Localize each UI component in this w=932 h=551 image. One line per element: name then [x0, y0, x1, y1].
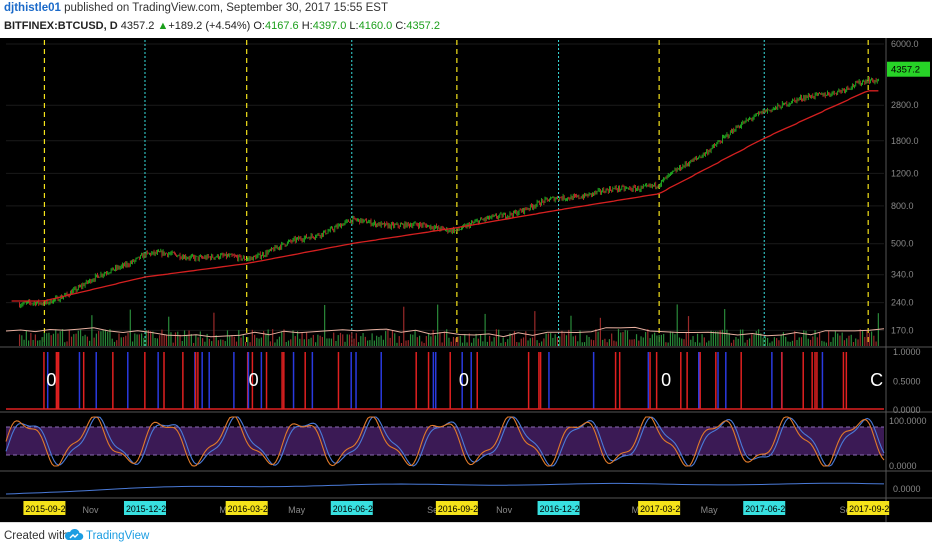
date-marker-tag — [743, 501, 786, 515]
high-value: 4397.0 — [312, 20, 347, 32]
low-value: 4160.0 — [358, 20, 393, 32]
date-marker-label: 2016-09-22 — [438, 504, 483, 514]
date-marker-tag — [123, 501, 166, 515]
created-with-text: Created with — [4, 530, 69, 542]
oscillator-tick-label: 0.0000 — [893, 405, 921, 415]
cycle-marker-label: 0 — [661, 370, 671, 390]
low-label: L: — [349, 20, 359, 32]
tradingview-cloud-icon — [64, 528, 84, 540]
publish-line: djthistle01 published on TradingView.com… — [4, 2, 388, 14]
close-value: 4357.2 — [406, 20, 440, 32]
chart-svg[interactable]: 0 0 0 0 C 6000.0 2800.0 1800.0 1200.0 800.0 500.0… — [0, 38, 932, 522]
price-change: +189.2 (+4.54%) — [168, 20, 251, 32]
date-marker-label: 2016-12-21 — [540, 504, 585, 514]
date-marker-label: 2015-12-21 — [126, 504, 171, 514]
price-tick-label: 340.0 — [891, 270, 914, 280]
price-tick-label: 240.0 — [891, 298, 914, 308]
open-value: 4167.6 — [264, 20, 299, 32]
month-tick-label: Nov — [496, 505, 513, 515]
header: djthistle01 published on TradingView.com… — [0, 0, 932, 38]
month-tick-label: Sep — [427, 505, 443, 515]
cycle-marker-label: 0 — [249, 370, 259, 390]
symbol-name[interactable]: BITFINEX:BTCUSD, D — [4, 20, 118, 32]
price-tick-label: 170.0 — [891, 325, 914, 335]
stoch-tick-label: 0.0000 — [889, 461, 917, 471]
date-marker-label: 2016-03-20 — [228, 504, 273, 514]
bottom-tick-label: 0.0000 — [893, 484, 921, 494]
chart-area[interactable]: 0 0 0 0 C 6000.0 2800.0 1800.0 1200.0 800.0 500.0… — [0, 38, 932, 522]
close-label: C: — [395, 20, 407, 32]
price-tick-label: 500.0 — [891, 239, 914, 249]
published-text: published on TradingView.com, September … — [60, 2, 389, 14]
date-marker-tag — [435, 501, 478, 515]
price-tick-label: 800.0 — [891, 201, 914, 211]
price-tick-label: 1800.0 — [891, 136, 919, 146]
stoch-k-line — [5, 416, 885, 467]
price-tick-label: 6000.0 — [891, 39, 919, 49]
price-tick-label: 1200.0 — [891, 168, 919, 178]
volume-average-line — [5, 326, 885, 338]
symbol-legend: BITFINEX:BTCUSD, D 4357.2 ▲+189.2 (+4.54… — [4, 20, 440, 32]
date-marker-label: 2017-06-21 — [745, 504, 790, 514]
open-label: O: — [253, 20, 265, 32]
last-price-badge — [887, 61, 930, 77]
date-marker-tag — [330, 501, 373, 515]
footer: Created with TradingView — [0, 522, 932, 551]
oscillator-tick-label: 0.5000 — [893, 377, 921, 387]
up-arrow-icon: ▲ — [157, 20, 169, 32]
month-tick-label: May — [701, 505, 719, 515]
date-marker-label: 2015-09-23 — [25, 504, 70, 514]
date-marker-label: 2016-06-21 — [333, 504, 378, 514]
cycle-marker-label: 0 — [459, 370, 469, 390]
date-marker-tag — [225, 501, 268, 515]
moving-average-line — [11, 90, 879, 302]
date-marker-tag — [847, 501, 890, 515]
oscillator-tick-label: 1.0000 — [893, 347, 921, 357]
date-marker-tag — [537, 501, 580, 515]
high-label: H: — [301, 20, 313, 32]
date-marker-label: 2017-03-20 — [640, 504, 685, 514]
bottom-indicator-line — [5, 482, 885, 495]
cycle-marker-label: 0 — [46, 370, 56, 390]
date-marker-label: 2017-09-21 — [849, 504, 894, 514]
author-link[interactable]: djthistle01 — [4, 2, 61, 14]
price-tick-label: 2800.0 — [891, 100, 919, 110]
last-price-badge-label: 4357.2 — [891, 65, 920, 76]
month-tick-label: Nov — [82, 505, 99, 515]
tradingview-brand-link[interactable]: TradingView — [86, 530, 150, 542]
last-price: 4357.2 — [120, 20, 155, 32]
month-tick-label: May — [288, 505, 306, 515]
stoch-band — [6, 427, 884, 455]
date-marker-tag — [23, 501, 66, 515]
date-marker-tag — [638, 501, 681, 515]
cycle-marker-label: C — [870, 370, 883, 390]
stoch-tick-label: 100.0000 — [889, 416, 927, 426]
